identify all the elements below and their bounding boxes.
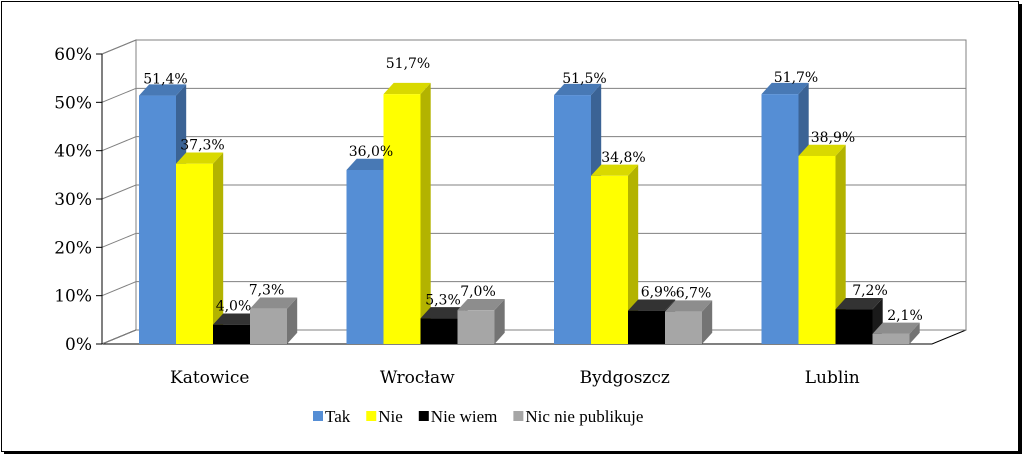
data-label: 51,5% — [562, 71, 606, 87]
legend-label: Nie — [378, 407, 403, 426]
bar — [139, 95, 176, 344]
y-tick-label: 60% — [54, 45, 92, 65]
data-label: 51,7% — [774, 70, 818, 86]
bar-side — [494, 298, 505, 344]
bar-top — [176, 152, 224, 164]
bar-top — [346, 158, 394, 170]
bar-top — [250, 297, 298, 309]
gridline — [101, 232, 966, 248]
legend-label: Tak — [325, 407, 351, 426]
bar-side — [702, 300, 713, 344]
gridline — [101, 87, 966, 103]
bar — [554, 95, 591, 344]
bar-side — [213, 152, 224, 344]
data-label: 6,9% — [641, 285, 677, 301]
data-label: 36,0% — [349, 144, 393, 160]
x-category-label: Lublin — [805, 368, 860, 388]
gridline — [101, 281, 966, 297]
bar-side — [287, 297, 298, 344]
bar-top — [591, 164, 639, 176]
y-tick-label: 20% — [54, 238, 92, 258]
bar-side — [835, 144, 846, 344]
bar-top — [665, 300, 713, 312]
bar-side — [420, 82, 431, 345]
legend-swatch — [366, 411, 377, 421]
y-tick-label: 10% — [54, 287, 92, 307]
bar-top — [554, 83, 602, 96]
x-category-label: Bydgoszcz — [580, 368, 670, 388]
data-label: 7,3% — [249, 283, 285, 299]
bar — [628, 310, 665, 344]
legend: Tak Nie Nie wiem Nic nie publikuje — [313, 407, 643, 426]
data-label: 7,2% — [852, 283, 888, 299]
y-tick-label: 0% — [65, 335, 92, 355]
bar-top — [798, 144, 846, 156]
bar-top — [872, 322, 920, 334]
data-label: 51,4% — [143, 72, 187, 88]
bar-top — [139, 84, 187, 96]
bar — [176, 163, 213, 344]
bars — [139, 82, 920, 345]
data-label: 2,1% — [887, 308, 923, 324]
bar — [250, 308, 287, 344]
bar — [213, 324, 250, 344]
data-label: 6,7% — [676, 286, 712, 302]
y-tick-label: 50% — [54, 93, 92, 113]
bar — [420, 318, 458, 344]
bar — [798, 155, 836, 344]
data-label: 34,8% — [601, 150, 645, 166]
data-label: 5,3% — [425, 292, 461, 308]
bar-side — [628, 164, 639, 344]
data-label: 4,0% — [216, 299, 252, 315]
data-label: 38,9% — [811, 130, 855, 146]
data-labels: 51,4% 37,3% 4,0%7,3% 36,0% 51,7% 5,3%7,0% 51,5… — [143, 56, 923, 324]
x-axis-categories: Katowice Wrocław Bydgoszcz Lublin — [170, 368, 860, 388]
bar-top — [761, 82, 809, 95]
gridline — [101, 136, 966, 152]
data-label: 7,0% — [460, 284, 496, 300]
bar-top — [383, 82, 431, 95]
bar — [457, 310, 495, 344]
bar — [346, 170, 384, 344]
data-label: 37,3% — [180, 138, 224, 154]
x-category-label: Katowice — [170, 368, 249, 388]
bar — [761, 94, 799, 344]
gridline — [101, 39, 966, 55]
legend-label: Nie wiem — [431, 407, 498, 426]
y-axis-ticks: 0% 10% 20% 30% 40% 50% 60% — [54, 45, 103, 355]
gridline — [101, 184, 966, 200]
bar-top — [213, 313, 261, 325]
bar — [665, 311, 702, 344]
bar — [835, 309, 873, 344]
bar-top — [628, 299, 676, 311]
legend-label: Nic nie publikuje — [525, 407, 643, 426]
y-tick-label: 40% — [54, 142, 92, 162]
legend-swatch — [513, 411, 524, 421]
bar-top — [420, 307, 468, 319]
data-label: 51,7% — [386, 56, 430, 72]
bar-side — [909, 322, 920, 344]
bar-top — [457, 298, 505, 311]
legend-swatch — [313, 411, 323, 421]
bar-top — [835, 298, 883, 310]
x-category-label: Wrocław — [380, 368, 455, 388]
legend-swatch — [418, 411, 429, 421]
bar — [383, 94, 421, 344]
bar — [872, 333, 910, 344]
y-tick-label: 30% — [54, 190, 92, 210]
bar — [591, 175, 628, 344]
